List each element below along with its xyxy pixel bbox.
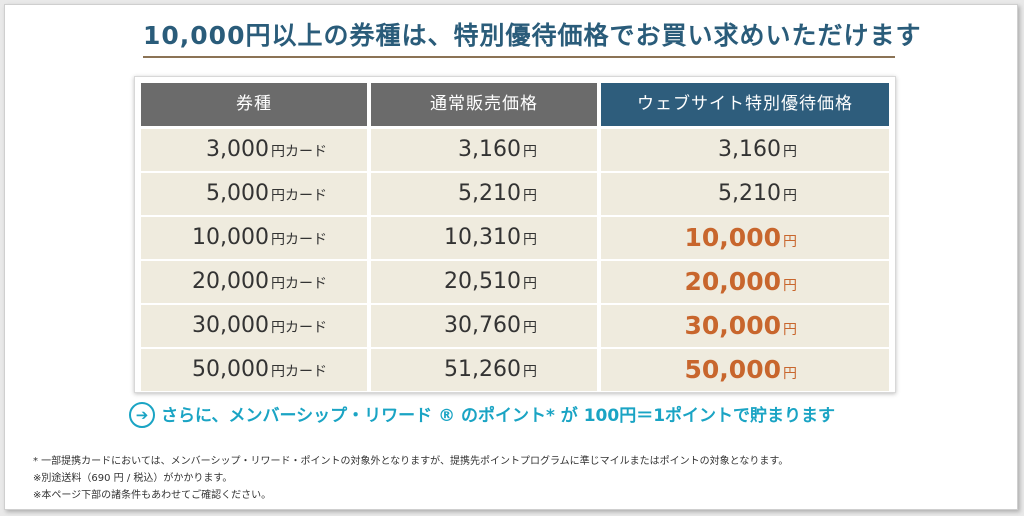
cell-special-price: 5,210 円 [601,173,889,215]
yen-unit: 円 [783,278,797,294]
card-suffix: 円カード [271,276,327,292]
yen-unit: 円 [523,276,537,292]
cell-special-price: 3,160 円 [601,129,889,171]
card-suffix: 円カード [271,364,327,380]
card-suffix: 円カード [271,144,327,160]
headline-underline [143,56,895,58]
cell-special-price: 50,000 円 [601,349,889,391]
cell-card-type: 50,000 円カード [141,349,367,391]
content-panel: 10,000円以上の券種は、特別優待価格でお買い求めいただけます 券種 通常販売… [4,4,1018,510]
card-amount: 3,000 [206,137,269,162]
card-amount: 5,000 [206,181,269,206]
cell-regular-price: 5,210 円 [371,173,597,215]
card-amount: 10,000 [192,225,269,250]
arrow-right-circle-icon: ➔ [129,401,155,428]
cell-special-price: 10,000 円 [601,217,889,259]
regular-price-value: 3,160 [458,137,521,162]
card-amount: 20,000 [192,269,269,294]
special-price-value: 3,160 [718,137,781,162]
yen-unit: 円 [783,188,797,204]
points-note-text: さらに、メンバーシップ・リワード ® のポイント* が 100円＝1ポイントで貯… [161,406,836,426]
special-price-value: 20,000 [684,267,781,296]
regular-price-value: 51,260 [444,357,521,382]
footnotes: * 一部提携カードにおいては、メンバーシップ・リワード・ポイントの対象外となりま… [33,453,788,504]
special-price-value: 50,000 [684,355,781,384]
special-price-value: 5,210 [718,181,781,206]
footnote: * 一部提携カードにおいては、メンバーシップ・リワード・ポイントの対象外となりま… [33,456,789,467]
cell-special-price: 30,000 円 [601,305,889,347]
footnote: ※本ページ下部の諸条件もあわせてご確認ください。 [33,490,272,501]
cell-card-type: 20,000 円カード [141,261,367,303]
points-note: ➔ さらに、メンバーシップ・リワード ® のポイント* が 100円＝1ポイントで… [129,400,909,432]
special-price-value: 10,000 [684,223,781,252]
header-regular-price: 通常販売価格 [371,83,597,126]
headline: 10,000円以上の券種は、特別優待価格でお買い求めいただけます [143,21,922,50]
regular-price-value: 30,760 [444,313,521,338]
regular-price-value: 5,210 [458,181,521,206]
yen-unit: 円 [783,144,797,160]
cell-special-price: 20,000 円 [601,261,889,303]
card-suffix: 円カード [271,232,327,248]
cell-regular-price: 30,760 円 [371,305,597,347]
price-table: 券種 通常販売価格 ウェブサイト特別優待価格 3,000 円カード 3,160 円 3,… [134,76,896,393]
cell-regular-price: 3,160 円 [371,129,597,171]
yen-unit: 円 [783,366,797,382]
footnote: ※別途送料（690 円 / 税込）がかかります。 [33,473,233,484]
card-amount: 50,000 [192,357,269,382]
yen-unit: 円 [523,144,537,160]
header-website-special-price: ウェブサイト特別優待価格 [601,83,889,126]
yen-unit: 円 [523,188,537,204]
yen-unit: 円 [783,234,797,250]
cell-card-type: 3,000 円カード [141,129,367,171]
special-price-value: 30,000 [684,311,781,340]
card-amount: 30,000 [192,313,269,338]
cell-card-type: 30,000 円カード [141,305,367,347]
yen-unit: 円 [783,322,797,338]
yen-unit: 円 [523,364,537,380]
regular-price-value: 20,510 [444,269,521,294]
cell-card-type: 10,000 円カード [141,217,367,259]
cell-regular-price: 20,510 円 [371,261,597,303]
cell-regular-price: 51,260 円 [371,349,597,391]
cell-card-type: 5,000 円カード [141,173,367,215]
card-suffix: 円カード [271,320,327,336]
card-suffix: 円カード [271,188,327,204]
cell-regular-price: 10,310 円 [371,217,597,259]
regular-price-value: 10,310 [444,225,521,250]
header-card-type: 券種 [141,83,367,126]
yen-unit: 円 [523,320,537,336]
yen-unit: 円 [523,232,537,248]
